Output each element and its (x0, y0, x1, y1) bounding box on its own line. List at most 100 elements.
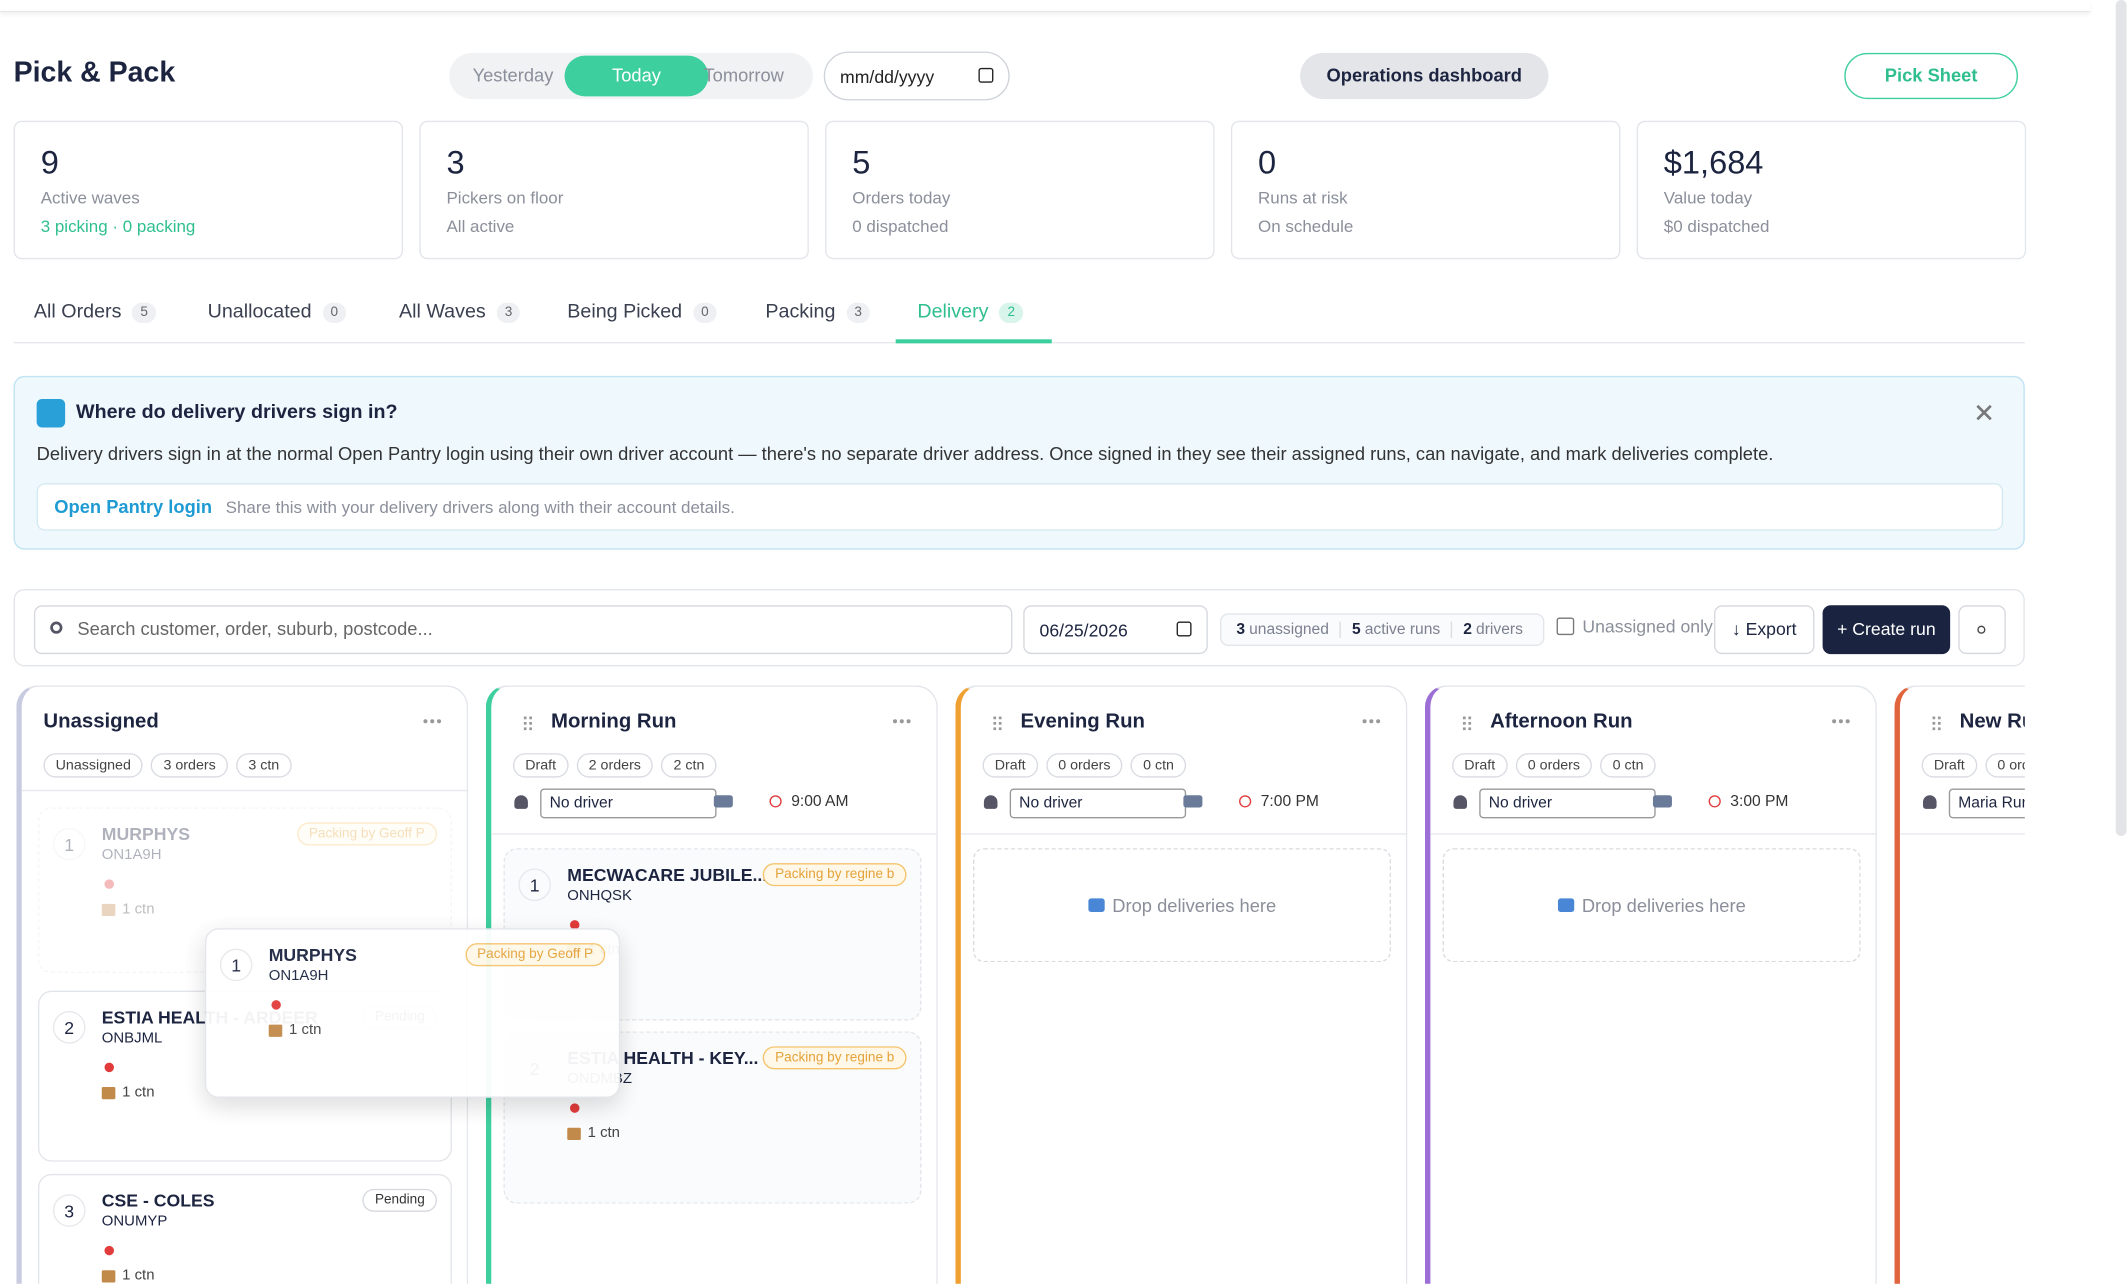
date-input[interactable]: mm/dd/yyyy (823, 51, 1010, 101)
tab[interactable]: Being Picked 0 (567, 297, 717, 327)
pager[interactable] (844, 1173, 893, 1187)
driver-select[interactable]: No driver (1479, 788, 1656, 819)
column-divider (21, 789, 469, 792)
driver-select[interactable]: No driver (1009, 788, 1187, 819)
drag-handle (529, 716, 532, 720)
checkbox-row[interactable]: Unassigned only (1556, 616, 1713, 637)
checkbox-label: Unassigned only (1582, 616, 1713, 637)
badges: Draft 0 orders (1921, 752, 2025, 778)
badge: 0 orders (1515, 753, 1593, 778)
tab-label: All Orders (33, 301, 122, 323)
top-bar (0, 0, 2090, 13)
summary-label: active runs (1364, 621, 1441, 638)
badge: 0 orders (1985, 753, 2025, 778)
settings-button[interactable] (1958, 605, 2006, 655)
carton-count: 1 ctn (289, 1021, 322, 1039)
checkbox (1556, 617, 1575, 636)
card-number: 1 (518, 868, 551, 902)
tab-count: 0 (322, 301, 347, 323)
more-dot (1838, 719, 1843, 724)
pin-icon (569, 920, 580, 930)
drag-handle (1932, 727, 1936, 731)
tab[interactable]: All Orders 5 (33, 297, 157, 327)
card-number: 2 (52, 1011, 86, 1044)
date-field[interactable]: 06/25/2026 (1023, 605, 1208, 655)
badge: 3 orders (151, 753, 228, 778)
create-button[interactable]: + Create run (1822, 605, 1951, 655)
badge: Unassigned (43, 753, 144, 778)
stat-label: Active waves (40, 188, 140, 208)
pager[interactable] (543, 1067, 592, 1081)
card-code: ONHQSK (567, 887, 632, 904)
info-title: Where do delivery drivers sign in? (75, 401, 398, 424)
order-card[interactable]: 1 MURPHYS ON1A9H Packing by Geoff P 1 ctn (204, 928, 621, 1098)
login-box: Open Pantry login Share this with your de… (36, 483, 2004, 531)
day-option[interactable]: Yesterday (472, 65, 554, 86)
tray-icon (1557, 898, 1574, 912)
toolbar: Search customer, order, suburb, postcode… (13, 588, 2025, 667)
drag-handle (993, 716, 997, 720)
van-icon (713, 795, 733, 808)
stat-sub: All active (446, 217, 515, 237)
column-title: New Run (1959, 709, 2025, 733)
drag-handle (1468, 727, 1472, 731)
ops-button[interactable]: Operations dashboard (1300, 52, 1549, 100)
pick-sheet-button[interactable]: Pick Sheet (1844, 52, 2019, 100)
tab-count: 3 (846, 301, 871, 323)
pager[interactable] (375, 1130, 424, 1144)
box-icon (101, 1270, 116, 1283)
drag-handle (1937, 727, 1941, 731)
more-dot (899, 719, 904, 724)
driver-icon (983, 795, 998, 809)
run-column: Evening Run Draft 0 orders 0 ctn No driver 7:… (955, 685, 1408, 1284)
badges: Draft 2 orders 2 ctn (512, 752, 725, 778)
order-card[interactable]: 3 CSE - COLES ONUMYP Pending 1 ctn (37, 1173, 452, 1284)
driver-select[interactable]: Maria Run (1948, 788, 2025, 819)
day-option[interactable]: Today (564, 55, 709, 97)
run-column: New Run Draft 0 orders Maria Run (1894, 685, 2025, 1284)
pin-icon (104, 879, 114, 889)
day-option[interactable]: Tomorrow (703, 65, 784, 86)
stat-label: Pickers on floor (446, 188, 564, 208)
column-title: Unassigned (43, 709, 159, 733)
run-column: Afternoon Run Draft 0 orders 0 ctn No driver… (1424, 685, 1877, 1284)
card-number: 1 (52, 827, 86, 861)
badge: 0 ctn (1130, 753, 1187, 778)
tab-underline (895, 339, 1052, 344)
column-divider (960, 833, 1408, 835)
card-code: ON1A9H (268, 967, 329, 984)
pin-icon (271, 1000, 281, 1010)
driver-select[interactable]: No driver (540, 788, 717, 819)
more-dot (1845, 719, 1850, 724)
tab[interactable]: All Waves 3 (399, 297, 521, 327)
info-body: Delivery drivers sign in at the normal O… (36, 443, 1774, 465)
stat-value: 5 (852, 145, 871, 182)
badges: Draft 0 orders 0 ctn (1452, 752, 1664, 778)
tab[interactable]: Packing 3 (765, 297, 871, 327)
carton-count: 1 ctn (122, 901, 155, 918)
card-name: CSE - COLES (101, 1190, 215, 1211)
tab-count: 5 (132, 301, 157, 323)
drag-handle (998, 716, 1002, 720)
status-badge: Pending (362, 1188, 437, 1212)
login-link[interactable]: Open Pantry login (54, 496, 213, 518)
login-note: Share this with your delivery drivers al… (225, 497, 735, 517)
tray-icon (1087, 898, 1105, 912)
tab[interactable]: Delivery 2 (917, 297, 1024, 327)
tab-label: Packing (765, 301, 836, 323)
info-icon (36, 398, 66, 428)
clock-icon (769, 795, 782, 808)
run-time: 9:00 AM (791, 793, 849, 811)
tab-label: Delivery (917, 301, 989, 323)
drop-text: Drop deliveries here (1112, 895, 1277, 916)
van-icon (1183, 795, 1203, 808)
more-dot (1369, 719, 1374, 724)
tab-count: 0 (692, 301, 717, 323)
search-box[interactable]: Search customer, order, suburb, postcode… (33, 605, 1013, 655)
badges: Unassigned 3 orders 3 ctn (43, 752, 299, 778)
board: Unassigned Unassigned 3 orders 3 ctn 1 MURPHY… (14, 685, 2025, 1284)
export-button[interactable]: ↓ Export (1714, 605, 1815, 655)
pager[interactable] (844, 989, 893, 1003)
tab[interactable]: Unallocated 0 (208, 297, 347, 327)
card-name: MECWACARE JUBILE... (567, 864, 768, 885)
